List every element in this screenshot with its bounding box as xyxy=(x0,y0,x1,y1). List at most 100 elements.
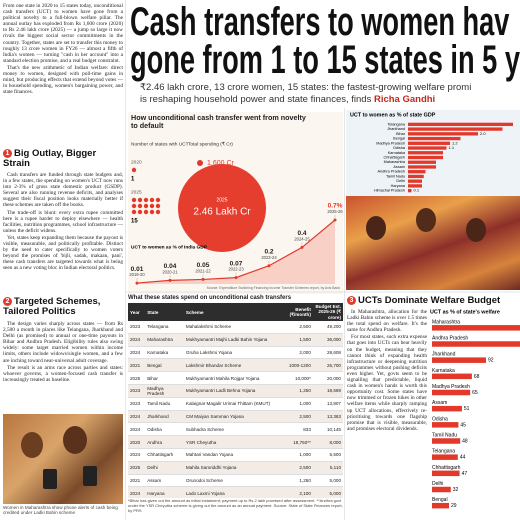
table-row: 2023 Tamil Nadu Kalaignar Magalir Urimai T… xyxy=(128,397,343,411)
headline: gone from 1 to 15 states in 5 y xyxy=(130,40,520,82)
table-cell: Lado Laxmi Yojana xyxy=(183,486,283,498)
bar xyxy=(432,341,520,347)
paragraph: In Maharashtra, allocation for the Ladki… xyxy=(347,309,427,334)
table-cell: 5,000 xyxy=(312,486,343,498)
table-cell: 2,500 xyxy=(282,410,313,424)
table-cell: 1,000 xyxy=(282,448,313,462)
table-cell: 5,500 xyxy=(312,448,343,462)
headline-line: gone from 1 to 15 states in 5 y xyxy=(130,40,520,82)
state-dot xyxy=(149,209,155,215)
value-label: 44 xyxy=(460,455,466,461)
point xyxy=(135,281,139,285)
table-cell: Telangana xyxy=(145,321,184,334)
bar xyxy=(408,184,422,188)
state-dot xyxy=(131,203,137,209)
table-row: 2025 Delhi Mahila Samriddhi Yojana 2,500 5,1… xyxy=(128,461,343,475)
table-cell: 833 xyxy=(282,422,313,437)
state-count: 15 xyxy=(131,219,138,225)
section-number: 1 xyxy=(3,149,12,158)
table-cell: 2020 xyxy=(128,435,146,449)
paragraph: Yet, states keep expanding them because … xyxy=(3,234,123,272)
category-label: Tamil Nadu xyxy=(432,433,457,439)
paragraph: That's the new arithmetic of Indian welf… xyxy=(3,64,123,96)
table-cell: 2023 xyxy=(128,384,146,398)
section-body: In Maharashtra, allocation for the Ladki… xyxy=(347,309,427,520)
category-label: 2022-23 xyxy=(228,267,244,272)
table-cell: 1,250 xyxy=(282,474,313,488)
category-label: 2021-22 xyxy=(195,269,211,274)
standfirst-text: is reshaping household power and state f… xyxy=(140,94,374,105)
value-label: 1.1 xyxy=(449,145,455,150)
table-cell: Chhattisgarh xyxy=(145,448,184,462)
table-cell: 2021 xyxy=(128,358,146,373)
category-label: Himachal Pradesh xyxy=(374,189,405,193)
photo xyxy=(3,414,123,504)
value-label: 92 xyxy=(488,358,494,364)
state-dot xyxy=(143,203,149,209)
category-label: Odisha xyxy=(432,416,448,422)
value-label: 0.01 xyxy=(131,266,144,273)
value-label: 32 xyxy=(453,487,459,493)
table-cell: 2024 xyxy=(128,346,146,360)
bar xyxy=(432,422,459,428)
heading-text: Big Outlay, Bigger Strain xyxy=(3,149,97,169)
state-dot xyxy=(137,209,143,215)
category-label: 2025-26 xyxy=(327,209,343,214)
value-label: 68 xyxy=(474,374,480,380)
point xyxy=(300,245,304,249)
category-label: Delhi xyxy=(432,481,443,487)
table-cell: Delhi xyxy=(145,461,184,475)
value-label: 47 xyxy=(462,471,468,477)
table-cell: Bengal xyxy=(145,358,184,373)
table-cell: Orunodoi Scheme xyxy=(183,474,283,488)
category-label: Telangana xyxy=(432,449,455,455)
bar xyxy=(432,470,460,477)
paragraph: For most states, such extra expense that… xyxy=(347,334,427,432)
area xyxy=(137,220,335,284)
value-label: 0.4 xyxy=(297,230,306,237)
chart-title: UCT to women as % of state GDP xyxy=(350,112,436,118)
table-row: 2023 Madhya Pradesh Mukhyamantri Ladli Beh… xyxy=(128,384,343,398)
table-cell: 2024 xyxy=(128,410,146,424)
table-cell: 36,000 xyxy=(312,333,343,347)
table-cell: 2,500 xyxy=(282,321,313,334)
section-body: Cash transfers are funded through state … xyxy=(3,172,123,290)
table-cell: 13,363 xyxy=(312,410,343,424)
table-cell: Haryana xyxy=(145,486,184,498)
byline: Richa Gandhi xyxy=(373,94,436,105)
table-cell: Mukhyamantri Ladli Behna Yojana xyxy=(183,384,283,398)
bar xyxy=(432,454,458,460)
column-header: Year xyxy=(128,303,146,321)
table-cell: Mahalakshmi Scheme xyxy=(183,321,283,334)
section-number: 3 xyxy=(347,296,356,305)
table-row: 2024 Haryana Lado Laxmi Yojana 2,100 5,000 xyxy=(128,486,343,498)
table-cell: 2,000 xyxy=(282,346,313,360)
category-label: Maharashtra xyxy=(384,160,406,164)
table-cell: 10,000* xyxy=(282,371,313,385)
table-cell: 2024 xyxy=(128,422,146,437)
paragraph: Cash transfers are funded through state … xyxy=(3,172,123,209)
photo-phone xyxy=(43,469,57,489)
category-label: Madhya Pradesh xyxy=(376,141,405,145)
bar xyxy=(408,141,450,145)
table-cell: Tamil Nadu xyxy=(145,397,184,411)
chart-title: UCT to women as % of India GDP xyxy=(131,244,208,250)
value-label: 48 xyxy=(462,439,468,445)
category-label: Bengal xyxy=(432,497,448,503)
infographic-title: How unconditional cash transfer went fro… xyxy=(131,114,306,131)
state-dot xyxy=(143,209,149,215)
table-cell: 2,500 xyxy=(282,461,313,475)
state-dot xyxy=(137,203,143,209)
value-label: 29 xyxy=(451,503,457,509)
category-label: 2019-20 xyxy=(129,272,145,277)
bar xyxy=(408,136,461,141)
bar xyxy=(408,188,412,193)
table-cell: Odisha xyxy=(145,422,184,437)
category-label: Odisha xyxy=(393,146,406,150)
table-cell: Bihar xyxy=(145,371,184,385)
state-dot xyxy=(131,209,137,215)
intro: From one state in 2020 to 15 states toda… xyxy=(3,3,123,146)
value-label: 0.05 xyxy=(197,262,210,269)
bar xyxy=(408,146,447,150)
